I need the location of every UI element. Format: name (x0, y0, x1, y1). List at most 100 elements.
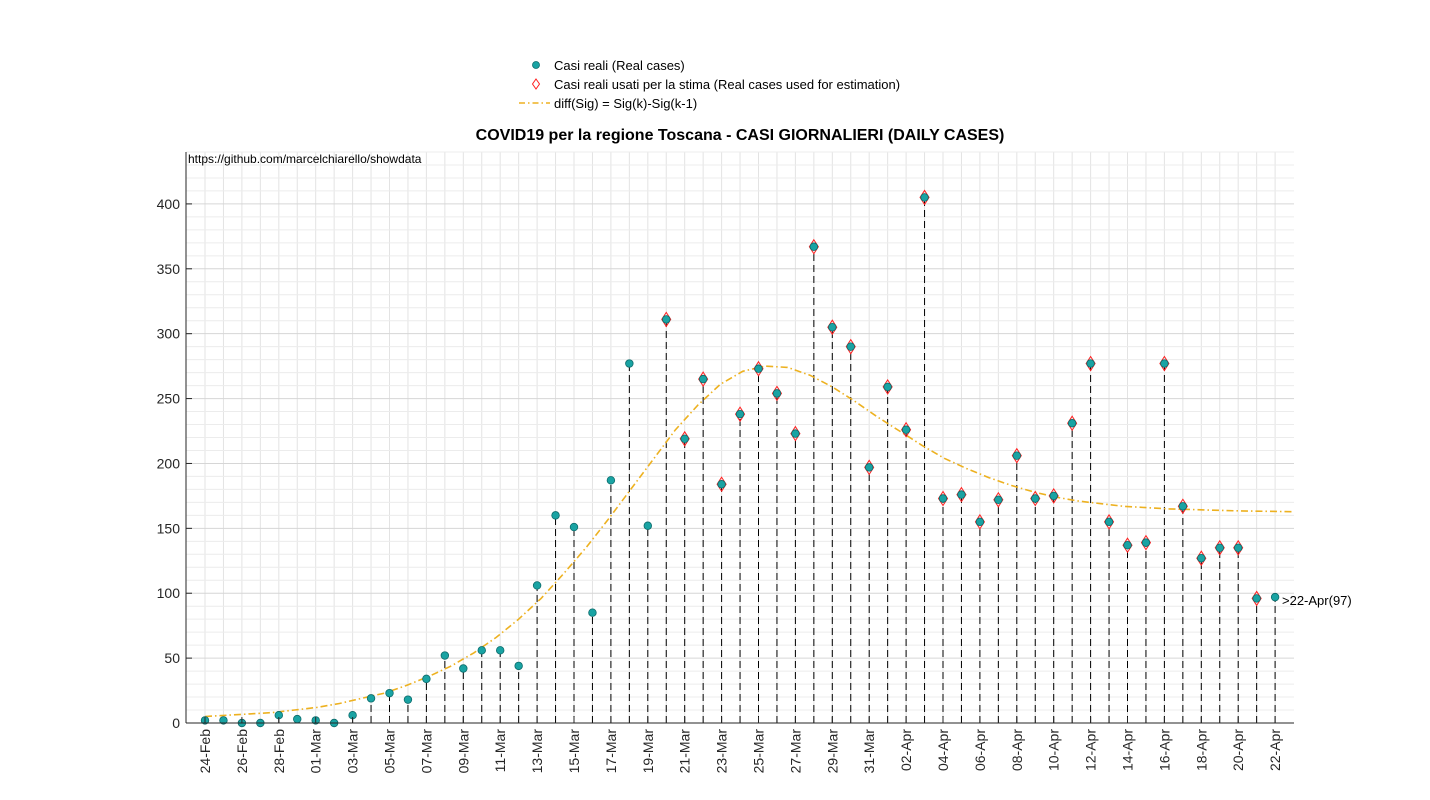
x-tick-label: 19-Mar (640, 729, 656, 774)
real-case-point (496, 646, 505, 655)
x-tick-label: 02-Apr (898, 729, 914, 771)
x-tick-label: 01-Mar (308, 729, 324, 774)
real-case-point (219, 716, 228, 725)
last-point-annotation: >22-Apr(97) (1282, 593, 1352, 608)
y-tick-label: 100 (157, 585, 181, 601)
x-tick-label: 29-Mar (824, 729, 840, 774)
x-tick-label: 23-Mar (714, 729, 730, 774)
real-case-point (772, 389, 782, 398)
real-case-point (662, 315, 671, 324)
x-tick-labels: 24-Feb 26-Feb 28-Feb 01-Mar 03-Mar 05-Mar 07-M… (197, 729, 1283, 774)
x-tick-label: 20-Apr (1230, 729, 1246, 771)
real-case-point (791, 429, 800, 438)
real-case-point (846, 342, 855, 351)
axes (185, 152, 1294, 724)
real-case-point (1141, 538, 1151, 547)
real-case-point (938, 494, 948, 503)
real-case-point (975, 517, 985, 527)
real-case-point (698, 374, 708, 384)
x-tick-label: 12-Apr (1083, 729, 1099, 771)
y-tick-label: 0 (172, 715, 180, 731)
legend-label-estimation-cases: Casi reali usati per la stima (Real case… (554, 77, 900, 92)
real-case-point (1233, 543, 1243, 553)
real-case-point (1197, 553, 1206, 563)
real-case-point (1160, 359, 1169, 368)
x-tick-label: 17-Mar (603, 729, 619, 774)
real-case-point (569, 522, 579, 532)
y-tick-label: 200 (157, 455, 181, 471)
data-markers (200, 189, 1280, 728)
real-case-point (865, 463, 874, 472)
real-case-point (1123, 541, 1132, 550)
real-case-point (883, 382, 892, 392)
real-case-point (1067, 419, 1077, 428)
x-tick-label: 05-Mar (382, 729, 398, 774)
real-case-point (1012, 451, 1021, 460)
x-tick-label: 04-Apr (935, 729, 951, 771)
real-case-point (477, 646, 486, 655)
legend: Casi reali (Real cases) Casi reali usati… (519, 58, 900, 111)
y-tick-label: 50 (164, 650, 180, 666)
x-tick-label: 11-Mar (492, 729, 508, 773)
real-case-point (1178, 502, 1188, 511)
real-case-point (385, 688, 394, 698)
y-tick-labels: 0 50 100 150 200 250 300 350 400 (157, 196, 181, 731)
real-case-point (532, 581, 542, 590)
real-case-point (994, 495, 1003, 504)
x-tick-label: 22-Apr (1267, 729, 1283, 771)
y-tick-label: 300 (157, 326, 181, 342)
x-tick-label: 07-Mar (418, 729, 434, 774)
x-tick-label: 03-Mar (345, 729, 361, 774)
x-tick-label: 15-Mar (566, 729, 582, 774)
real-case-point (754, 364, 763, 373)
real-case-point (514, 661, 523, 671)
x-tick-label: 14-Apr (1120, 729, 1136, 771)
real-case-point (551, 511, 560, 520)
x-tick-label: 26-Feb (234, 729, 250, 774)
y-tick-label: 350 (157, 261, 181, 277)
x-tick-label: 31-Mar (861, 729, 877, 774)
real-case-point (809, 242, 819, 251)
x-tick-label: 18-Apr (1193, 729, 1209, 771)
source-url: https://github.com/marcelchiarello/showd… (188, 152, 422, 166)
real-case-point (1252, 594, 1261, 603)
real-case-point (957, 490, 966, 499)
real-case-point (422, 674, 431, 684)
grid (186, 151, 1294, 723)
real-case-point (680, 434, 689, 443)
legend-label-real-cases: Casi reali (Real cases) (554, 58, 685, 73)
real-case-point (901, 425, 911, 434)
legend-diamond-marker (531, 78, 541, 90)
x-tick-label: 08-Apr (1009, 729, 1025, 771)
real-case-point (1215, 543, 1224, 553)
x-tick-label: 21-Mar (677, 729, 693, 774)
real-case-point (1104, 517, 1114, 527)
real-case-point (1049, 491, 1058, 501)
chart-title: COVID19 per la regione Toscana - CASI GI… (476, 127, 1005, 144)
real-case-point (828, 322, 837, 332)
real-case-point (1031, 494, 1040, 503)
x-tick-label: 16-Apr (1156, 729, 1172, 771)
x-tick-label: 06-Apr (972, 729, 988, 771)
x-tick-label: 09-Mar (455, 729, 471, 774)
real-case-point (440, 651, 450, 660)
legend-circle-marker (532, 61, 540, 69)
real-case-point (606, 476, 616, 485)
x-tick-label: 10-Apr (1046, 729, 1062, 771)
y-tick-label: 400 (157, 196, 181, 212)
real-case-point (643, 521, 652, 530)
real-case-point (717, 480, 726, 489)
real-case-point (1270, 592, 1280, 602)
real-case-point (920, 193, 929, 202)
x-tick-label: 28-Feb (271, 729, 287, 774)
y-tick-label: 250 (157, 391, 181, 407)
real-case-point (625, 359, 634, 368)
real-case-point (459, 664, 468, 673)
real-case-point (588, 608, 597, 617)
real-case-point (293, 714, 302, 724)
x-tick-label: 25-Mar (751, 729, 767, 774)
real-case-point (1086, 359, 1095, 368)
real-case-point (735, 409, 745, 419)
